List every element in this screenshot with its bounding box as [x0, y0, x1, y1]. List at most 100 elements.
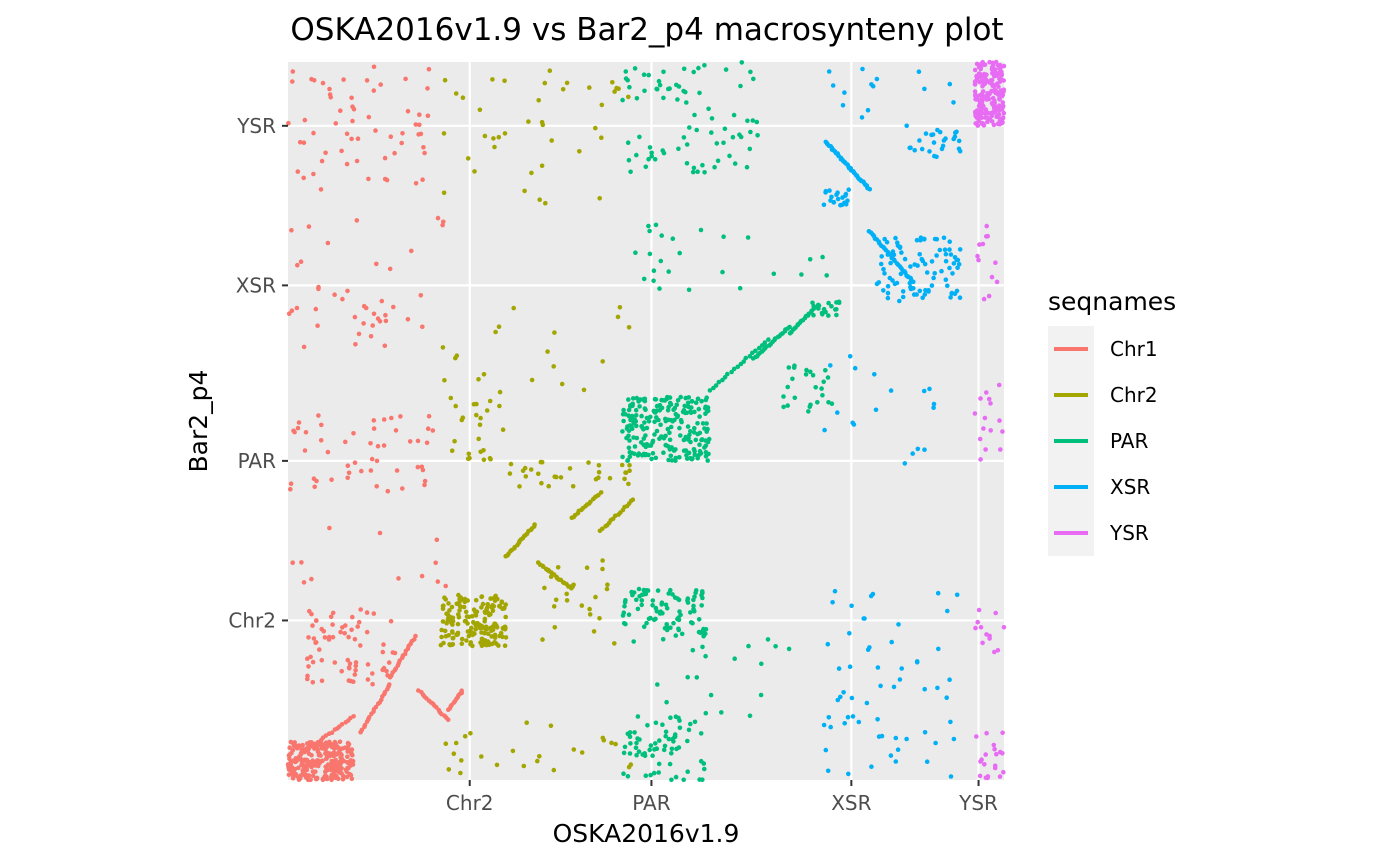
data-point	[497, 633, 502, 639]
data-point	[677, 250, 682, 256]
data-point	[597, 196, 602, 201]
data-point	[610, 80, 615, 85]
data-point	[459, 758, 464, 763]
data-point	[917, 138, 922, 143]
data-point	[823, 368, 828, 373]
data-point	[373, 128, 378, 133]
data-point	[468, 731, 473, 736]
data-point	[781, 404, 786, 410]
data-point	[678, 394, 683, 400]
data-point	[300, 742, 306, 748]
data-point	[302, 117, 308, 123]
data-point	[929, 132, 934, 138]
data-point	[474, 609, 480, 615]
data-point	[340, 296, 345, 302]
data-point	[607, 475, 613, 481]
data-point	[935, 685, 940, 691]
data-point	[696, 65, 701, 71]
data-point	[604, 586, 610, 592]
data-point	[657, 286, 662, 291]
data-point	[564, 591, 569, 597]
data-point	[836, 666, 842, 671]
data-point	[646, 223, 651, 229]
data-point	[488, 625, 493, 631]
data-point	[804, 367, 809, 373]
data-point	[656, 417, 661, 423]
data-point	[698, 227, 704, 233]
data-point	[370, 681, 375, 687]
data-point	[613, 741, 618, 747]
data-point	[1000, 429, 1005, 434]
data-point	[983, 752, 988, 757]
data-point	[639, 598, 645, 603]
data-point	[712, 164, 717, 170]
data-point	[741, 359, 746, 364]
data-point	[897, 298, 902, 304]
data-point	[626, 157, 632, 163]
data-point	[492, 597, 498, 602]
data-point	[819, 310, 825, 316]
data-point	[695, 421, 700, 426]
data-point	[721, 140, 726, 146]
data-point	[646, 72, 651, 78]
data-point	[891, 252, 897, 258]
data-point	[581, 387, 587, 393]
data-point	[349, 95, 354, 101]
data-point	[426, 66, 432, 72]
data-point	[683, 395, 688, 401]
data-point	[673, 714, 679, 719]
data-point	[503, 602, 509, 607]
data-point	[984, 234, 989, 239]
data-point	[653, 605, 659, 611]
data-point	[323, 743, 329, 749]
data-point	[391, 304, 396, 310]
data-point	[1000, 751, 1005, 756]
data-point	[409, 248, 414, 254]
data-point	[656, 78, 662, 84]
data-point	[914, 237, 920, 243]
data-point	[948, 252, 954, 257]
data-point	[593, 125, 598, 131]
data-point	[765, 637, 771, 642]
data-point	[659, 233, 664, 238]
data-point	[298, 751, 304, 757]
data-point	[491, 136, 496, 141]
data-point	[755, 133, 760, 138]
data-point	[349, 627, 354, 633]
data-point	[665, 426, 671, 432]
data-point	[353, 660, 359, 665]
data-point	[927, 149, 932, 154]
data-point	[422, 150, 427, 156]
data-point	[915, 263, 920, 268]
data-point	[668, 453, 674, 459]
data-point	[681, 437, 687, 443]
data-point	[309, 576, 314, 582]
data-point	[979, 94, 985, 100]
data-point	[686, 727, 692, 733]
data-point	[681, 88, 686, 94]
data-point	[659, 600, 665, 605]
data-point	[349, 776, 355, 782]
data-point	[978, 625, 984, 630]
data-point	[313, 640, 318, 645]
data-point	[993, 106, 999, 112]
data-point	[677, 455, 682, 460]
data-point	[627, 734, 633, 739]
data-point	[368, 441, 373, 446]
data-point	[828, 724, 833, 730]
data-point	[821, 202, 827, 208]
data-point	[440, 345, 446, 350]
data-point	[622, 476, 627, 482]
data-point	[650, 598, 656, 603]
data-point	[639, 413, 644, 419]
legend-label: XSR	[1110, 475, 1150, 499]
data-point	[476, 377, 481, 382]
data-point	[510, 748, 516, 754]
data-point	[310, 680, 316, 685]
data-point	[846, 771, 851, 777]
data-point	[663, 442, 669, 448]
data-point	[834, 312, 839, 318]
data-point	[476, 436, 482, 442]
data-point	[620, 454, 625, 460]
data-point	[486, 642, 492, 648]
